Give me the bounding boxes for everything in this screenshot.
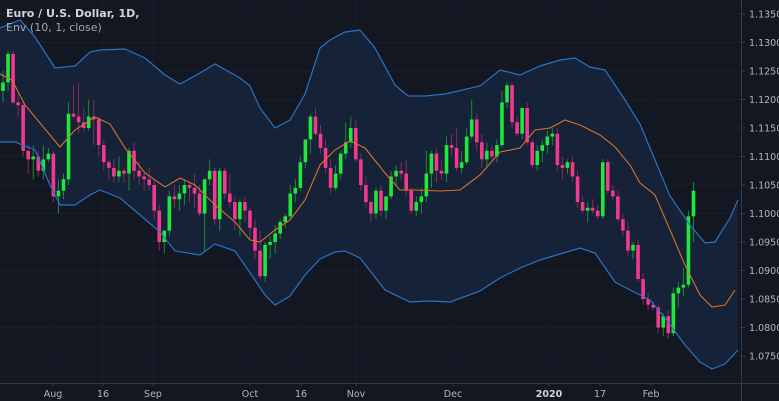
basis-line	[0, 73, 736, 308]
time-axis[interactable]: Aug 16 Sep Oct 16 Nov Dec 2020 17 Feb	[0, 383, 779, 401]
candlestick-series	[1, 51, 696, 339]
time-axis-label: Oct	[242, 389, 259, 400]
time-axis-label: 2020	[536, 389, 563, 400]
time-axis-label: Aug	[44, 389, 63, 400]
lower-envelope-line	[0, 141, 739, 370]
price-axis-label: 1.11500	[749, 124, 779, 135]
time-axis-label: 17	[594, 389, 606, 400]
price-axis-label: 1.10500	[749, 181, 779, 192]
price-axis-label: 1.10000	[749, 209, 779, 220]
price-axis[interactable]: 1.13500 1.13000 1.12500 1.12000 1.11500 1.110…	[741, 0, 779, 401]
price-axis-label: 1.13000	[749, 38, 779, 49]
time-axis-label: 16	[97, 389, 109, 400]
price-axis-label: 1.07500	[749, 352, 779, 363]
envelope-band-fill	[0, 20, 738, 369]
time-axis-label: Feb	[643, 389, 660, 400]
time-axis-label: Nov	[347, 389, 366, 400]
time-axis-label: 16	[295, 389, 307, 400]
symbol-title[interactable]: Euro / U.S. Dollar, 1D,	[6, 7, 140, 20]
price-axis-label: 1.11000	[749, 152, 779, 163]
chart-legend: Euro / U.S. Dollar, 1D, Env (10, 1, clos…	[6, 7, 139, 35]
price-axis-label: 1.09000	[749, 266, 779, 277]
price-axis-label: 1.13500	[749, 10, 779, 21]
price-axis-label: 1.08500	[749, 295, 779, 306]
price-axis-label: 1.08000	[749, 323, 779, 334]
indicator-label[interactable]: Env (10, 1, close)	[6, 21, 102, 34]
price-axis-label: 1.12000	[749, 95, 779, 106]
time-axis-label: Sep	[144, 389, 162, 400]
price-axis-label: 1.09500	[749, 238, 779, 249]
upper-envelope-line	[0, 19, 739, 244]
price-axis-label: 1.12500	[749, 67, 779, 78]
time-axis-label: Dec	[444, 389, 462, 400]
